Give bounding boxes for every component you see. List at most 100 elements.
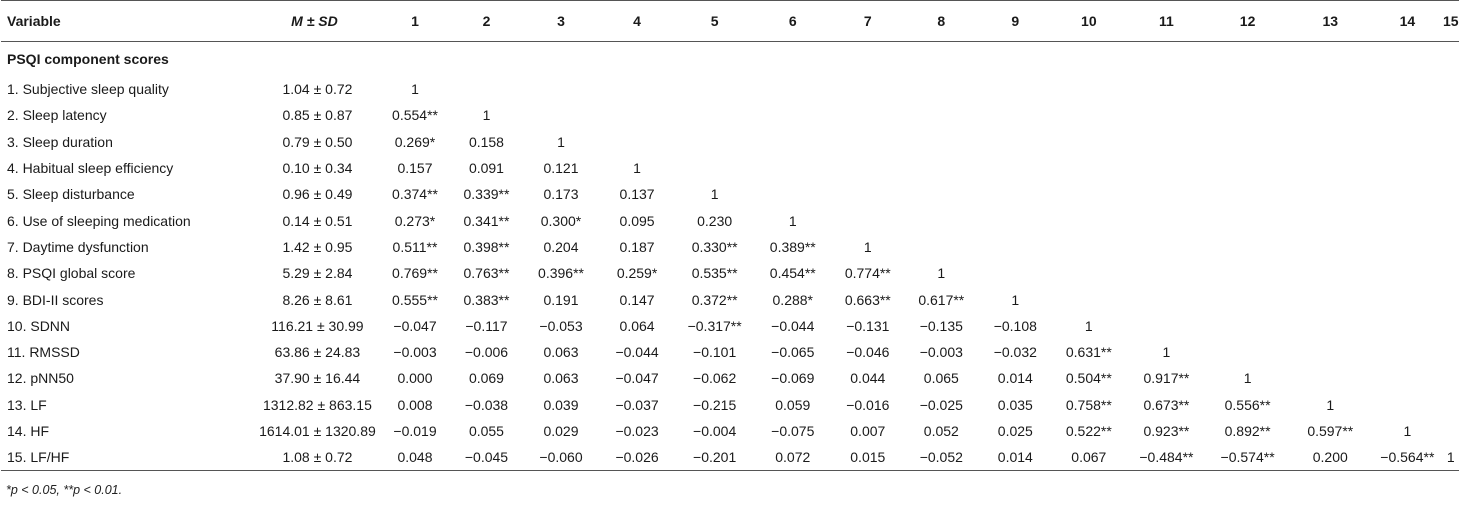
correlation-cell (979, 155, 1051, 181)
correlation-table: Variable M ± SD 1 2 3 4 5 6 7 8 9 10 11 … (1, 0, 1459, 471)
correlation-cell: 0.173 (543, 186, 579, 203)
correlation-cell (979, 129, 1051, 155)
correlation-cell (1288, 207, 1372, 233)
correlation-cell: 0.121 (543, 160, 579, 177)
correlation-cell (676, 102, 754, 128)
table-row: 10. SDNN 116.21 ± 30.99 −0.047 −0.117 −0.053… (1, 313, 1459, 339)
row-mean-sd: 0.79 ± 0.50 (282, 133, 353, 150)
correlation-cell (1372, 181, 1442, 207)
table-row: 12. pNN50 37.90 ± 16.44 0.000 0.069 0.063 −0.… (1, 365, 1459, 391)
correlation-cell: 0.014 (997, 449, 1033, 466)
table-row: 15. LF/HF 1.08 ± 0.72 0.048 −0.045 −0.060 −0.… (1, 444, 1459, 471)
correlation-cell: −0.025 (919, 396, 963, 413)
correlation-cell: 1 (1446, 449, 1455, 466)
correlation-cell: −0.052 (919, 449, 963, 466)
correlation-cell: 0.396** (538, 265, 584, 282)
row-label: 6. Use of sleeping medication (7, 212, 191, 229)
correlation-cell (1288, 181, 1372, 207)
correlation-cell (1443, 76, 1459, 102)
correlation-cell (1052, 102, 1127, 128)
correlation-cell (753, 102, 832, 128)
correlation-cell: 0.065 (923, 370, 959, 387)
table-row: 7. Daytime dysfunction 1.42 ± 0.95 0.511**… (1, 234, 1459, 260)
correlation-cell (753, 129, 832, 155)
correlation-cell: 0.048 (397, 449, 433, 466)
correlation-cell (1288, 129, 1372, 155)
correlation-cell (832, 207, 903, 233)
correlation-cell: 0.597** (1307, 423, 1354, 439)
correlation-cell (904, 76, 980, 102)
correlation-cell: 1 (863, 238, 872, 255)
row-mean-sd: 37.90 ± 16.44 (274, 370, 361, 387)
correlation-cell (1126, 286, 1207, 312)
correlation-cell: −0.023 (615, 423, 659, 439)
correlation-cell: 0.300* (540, 212, 582, 229)
correlation-cell: 0.923** (1143, 423, 1190, 439)
correlation-cell: 0.389** (769, 238, 816, 255)
correlation-cell: 0.204 (543, 238, 579, 255)
correlation-cell (1443, 339, 1459, 365)
header-col: 3 (557, 13, 565, 29)
header-variable: Variable (7, 13, 61, 29)
correlation-cell (1288, 260, 1372, 286)
correlation-cell: 0.055 (468, 423, 504, 439)
correlation-cell (1207, 181, 1289, 207)
header-col: 13 (1322, 13, 1339, 29)
correlation-cell: −0.117 (465, 317, 508, 334)
correlation-cell: 0.555** (392, 291, 438, 308)
correlation-cell (832, 129, 903, 155)
correlation-cell: −0.317** (687, 317, 742, 334)
correlation-cell: −0.046 (846, 344, 890, 361)
correlation-cell (979, 260, 1051, 286)
correlation-cell: −0.047 (615, 370, 659, 387)
row-label: 3. Sleep duration (7, 133, 113, 150)
correlation-cell: 0.007 (850, 423, 886, 439)
correlation-cell: −0.484** (1139, 449, 1194, 466)
correlation-cell: −0.019 (393, 423, 437, 439)
row-mean-sd: 0.10 ± 0.34 (282, 160, 353, 177)
correlation-cell: 0.067 (1071, 449, 1107, 466)
correlation-cell: 0.663** (844, 291, 891, 308)
correlation-cell (1052, 155, 1127, 181)
correlation-cell: 0.072 (775, 449, 811, 466)
table-row: 11. RMSSD 63.86 ± 24.83 −0.003 −0.006 0.063 −… (1, 339, 1459, 365)
correlation-cell (1207, 260, 1289, 286)
correlation-cell: 0.774** (844, 265, 891, 282)
row-label: 14. HF (7, 423, 50, 439)
correlation-cell (1372, 102, 1442, 128)
correlation-cell: 0.035 (997, 396, 1033, 413)
correlation-cell: −0.038 (464, 396, 509, 413)
correlation-cell: −0.201 (693, 449, 737, 466)
correlation-cell: −0.060 (539, 449, 583, 466)
correlation-cell (598, 129, 676, 155)
correlation-cell (1443, 392, 1459, 418)
correlation-cell: −0.215 (693, 396, 737, 413)
correlation-cell (1126, 260, 1207, 286)
header-col: 10 (1081, 13, 1097, 29)
row-mean-sd: 63.86 ± 24.83 (274, 344, 361, 361)
correlation-cell: 1 (1011, 291, 1020, 308)
section-title: PSQI component scores (7, 51, 169, 67)
row-label: 7. Daytime dysfunction (7, 238, 149, 255)
correlation-cell (1372, 365, 1442, 391)
correlation-cell: 1 (1162, 344, 1171, 361)
correlation-cell (1443, 260, 1459, 286)
correlation-cell (1207, 102, 1289, 128)
header-col: 4 (633, 13, 641, 29)
correlation-cell (1052, 129, 1127, 155)
correlation-cell (1288, 155, 1372, 181)
table-row: 9. BDI-II scores 8.26 ± 8.61 0.555** 0.383*… (1, 286, 1459, 312)
row-mean-sd: 5.29 ± 2.84 (282, 265, 353, 282)
correlation-cell (1288, 339, 1372, 365)
correlation-cell (1372, 392, 1442, 418)
row-label: 12. pNN50 (7, 370, 74, 387)
correlation-cell (1288, 76, 1372, 102)
correlation-cell (676, 129, 754, 155)
row-mean-sd: 0.85 ± 0.87 (282, 107, 353, 124)
correlation-cell (1207, 286, 1289, 312)
correlation-cell: 0.063 (543, 344, 579, 361)
correlation-cell: 0.230 (697, 212, 733, 229)
header-col: 11 (1159, 13, 1174, 29)
correlation-cell: 1 (788, 212, 797, 229)
correlation-cell: 0.383** (463, 291, 510, 308)
